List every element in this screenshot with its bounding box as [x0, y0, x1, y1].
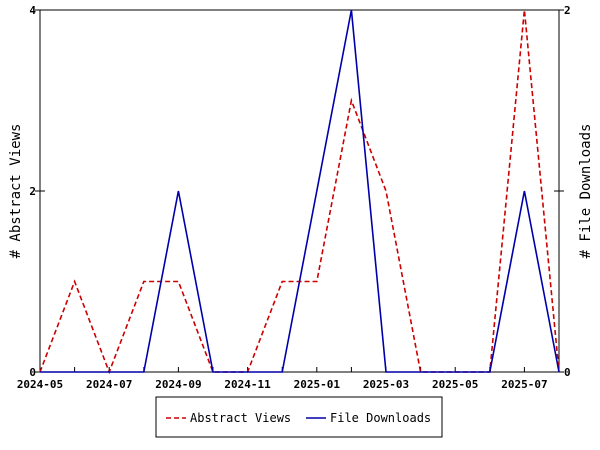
y-axis-title-right: # File Downloads — [578, 124, 594, 259]
legend-label-file-downloads: File Downloads — [330, 411, 431, 425]
y-left-tick-label: 0 — [29, 366, 36, 379]
legend: Abstract Views File Downloads — [155, 396, 443, 438]
y-left-tick-label: 4 — [29, 4, 36, 17]
y-right-tick-label: 2 — [564, 4, 571, 17]
y-axis-title-left: # Abstract Views — [8, 124, 24, 259]
legend-box — [155, 396, 443, 438]
x-tick-label: 2024-05 — [17, 378, 63, 391]
y-left-tick-label: 2 — [29, 185, 36, 198]
y-right-tick-label: 0 — [564, 366, 571, 379]
x-tick-label: 2025-07 — [501, 378, 547, 391]
x-tick-label: 2024-11 — [224, 378, 271, 391]
series-line-file-downloads — [40, 9, 560, 373]
x-tick-label: 2025-05 — [432, 378, 478, 391]
series-line-abstract-views — [39, 9, 560, 375]
x-tick-label: 2024-07 — [86, 378, 132, 391]
x-tick-label: 2024-09 — [155, 378, 201, 391]
x-tick-label: 2025-01 — [294, 378, 341, 391]
x-tick-label: 2025-03 — [363, 378, 409, 391]
legend-label-abstract-views: Abstract Views — [190, 411, 291, 425]
plot-frame — [39, 9, 560, 373]
